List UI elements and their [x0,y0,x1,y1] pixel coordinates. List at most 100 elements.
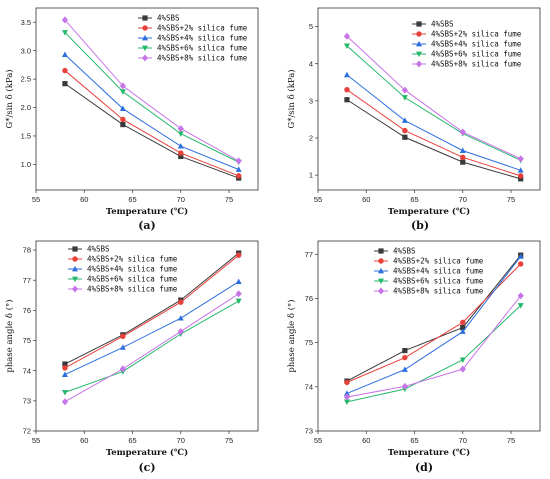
data-point [517,253,524,259]
chart-panel: 55 60 65 70 75 1 2 3 4 5 Temperature (℃) G*/sin δ (… [286,7,541,217]
legend-marker [72,276,78,283]
x-axis-title: Temperature (℃) [388,447,470,458]
y-tick-label: 2 [309,134,313,143]
series-line [346,295,522,398]
series-line [64,293,239,403]
data-point [177,125,184,133]
legend-entry: 4%SBS+8% silica fume [431,60,522,69]
x-tick-label: 60 [80,195,88,204]
data-point [235,278,242,285]
series-line [64,19,239,162]
legend-marker [72,265,78,272]
data-point [61,371,68,377]
y-tick-label: 76 [23,306,31,315]
data-point [517,155,524,163]
y-tick-label: 5 [309,22,313,31]
x-tick-label: 55 [314,436,322,445]
data-point [120,116,126,123]
x-axis-title: Temperature (℃) [106,447,188,458]
data-point [401,95,408,101]
panel-label: (b) [411,219,429,232]
legend-entry: 4%SBS+4% silica fume [431,40,522,49]
y-tick-label: 77 [305,250,313,259]
y-tick-label: 73 [23,396,31,405]
series-line [64,281,239,376]
data-point [459,147,466,153]
x-tick-label: 70 [177,436,185,445]
data-point [62,81,68,87]
plot-frame [35,240,259,432]
data-point [178,150,184,156]
plot-frame [317,7,541,191]
x-tick-label: 65 [128,436,136,445]
data-point [517,292,524,300]
legend-marker [142,34,148,41]
x-tick-label: 75 [225,436,233,445]
legend-marker [378,258,384,264]
data-point [401,382,408,390]
y-tick-label: 74 [23,366,31,375]
y-tick-label: 72 [23,427,31,436]
data-point [460,319,466,326]
y-tick-label: 77 [23,276,31,285]
legend-entry: 4%SBS [87,245,110,254]
series-line [346,74,521,171]
y-tick-label: 1 [309,171,313,180]
x-axis-title: Temperature (℃) [106,206,188,217]
data-point [460,159,466,165]
data-point [402,127,408,134]
chart-panel: 55 60 65 70 75 72 73 74 75 76 77 78 Temperature (℃) p… [4,240,259,458]
data-point [119,365,126,373]
x-tick-label: 75 [507,436,515,445]
legend-entry: 4%SBS+4% silica fume [87,265,178,274]
data-point [402,347,408,354]
legend-entry: 4%SBS [157,14,180,23]
series-line [346,305,522,403]
series-line [346,89,521,177]
legend-marker [141,54,149,62]
data-point [62,365,68,371]
legend-entry: 4%SBS+8% silica fume [87,285,178,294]
data-point [235,166,242,172]
y-tick-label: 75 [305,338,313,347]
legend-marker [71,285,79,293]
legend-marker [377,287,385,295]
series-line [346,99,521,180]
data-point [402,354,408,361]
y-tick-label: 1.5 [21,132,31,141]
data-point [344,379,350,386]
series-line [64,300,239,393]
data-point [343,393,351,401]
x-tick-label: 65 [410,436,418,445]
series-line [64,254,240,369]
y-tick-label: 78 [23,246,31,255]
data-point [61,51,68,57]
legend-marker [142,45,148,52]
y-tick-label: 2.5 [21,75,31,84]
data-point [235,290,242,298]
data-point [517,303,524,309]
x-tick-label: 60 [362,195,370,204]
legend-marker [142,25,148,31]
data-point [402,134,408,140]
data-point [343,43,350,50]
legend-marker [416,40,422,47]
series-line [64,70,239,177]
data-point [62,67,68,74]
series-line [346,256,522,394]
legend-marker [142,15,148,21]
legend-entry: 4%SBS+8% silica fume [157,54,248,63]
y-tick-label: 73 [305,427,313,436]
y-tick-label: 75 [23,336,31,345]
data-point [344,87,350,93]
legend-entry: 4%SBS+2% silica fume [393,257,484,266]
legend-entry: 4%SBS+2% silica fume [431,30,522,39]
data-point [235,298,242,305]
data-point [119,105,126,112]
legend-marker [378,267,384,274]
data-point [343,32,351,40]
